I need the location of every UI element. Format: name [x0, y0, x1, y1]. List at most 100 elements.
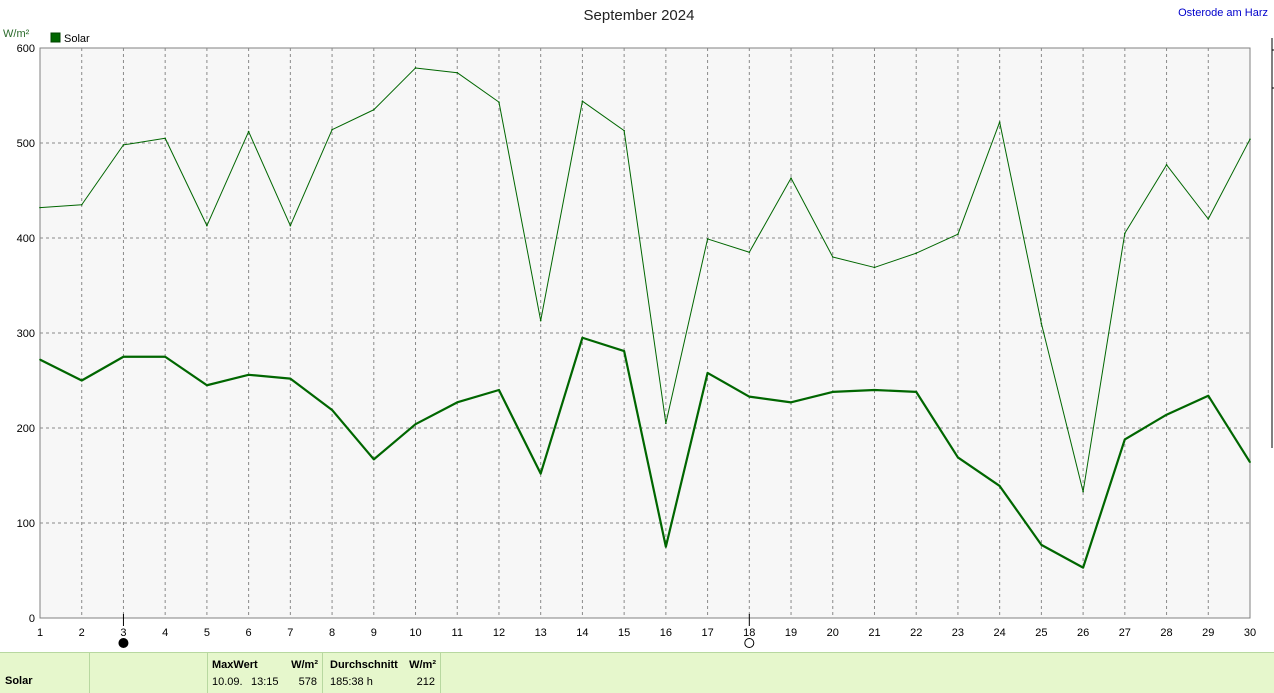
max-date: 10.09.: [212, 676, 243, 688]
max-data-point: [372, 108, 375, 111]
x-tick-label: 29: [1202, 627, 1214, 639]
x-tick-label: 21: [868, 627, 880, 639]
avg-data-point: [289, 377, 292, 380]
x-tick-label: 26: [1077, 627, 1089, 639]
max-data-point: [623, 129, 625, 132]
avg-data-point: [539, 472, 542, 475]
max-data-point: [289, 224, 292, 227]
x-tick-label: 5: [204, 627, 210, 639]
avg-data-point: [1249, 461, 1251, 464]
max-data-point: [1082, 490, 1084, 493]
max-series-line: [39, 67, 1251, 493]
avg-data-point: [39, 358, 41, 361]
avg-data-point: [1040, 544, 1043, 546]
max-data-point: [80, 203, 83, 206]
x-tick-label: 18: [743, 627, 755, 639]
max-data-point: [456, 71, 459, 74]
avg-value: 212: [416, 676, 435, 688]
x-tick-label: 4: [162, 627, 168, 639]
max-time: 13:15: [251, 676, 279, 688]
max-data-point: [1040, 322, 1043, 325]
max-data-point: [1124, 232, 1126, 235]
max-data-point: [206, 224, 208, 227]
y-tick-label: 600: [17, 43, 35, 55]
chart-title: September 2024: [584, 7, 695, 24]
x-tick-label: 17: [701, 627, 713, 639]
avg-data-point: [164, 355, 166, 358]
max-data-point: [331, 128, 333, 131]
max-data-point: [665, 422, 667, 425]
avg-duration: 185:38 h: [330, 676, 373, 688]
max-data-point: [998, 121, 1001, 123]
x-tick-label: 25: [1035, 627, 1047, 639]
max-data-point: [1249, 138, 1251, 140]
y-tick-label: 200: [17, 423, 35, 435]
max-value: 578: [298, 676, 317, 688]
avg-data-point: [498, 389, 500, 391]
series-lines: [39, 67, 1251, 569]
x-tick-label: 3: [120, 627, 126, 639]
max-data-point: [498, 101, 500, 103]
x-tick-label: 7: [287, 627, 293, 639]
x-tick-label: 1: [37, 627, 43, 639]
x-tick-label: 20: [827, 627, 839, 639]
avg-data-point: [706, 372, 709, 374]
legend-swatch: [50, 32, 61, 43]
grid: [40, 48, 1250, 618]
x-tick-label: 9: [371, 627, 377, 639]
x-tick-label: 6: [246, 627, 252, 639]
avg-data-point: [1082, 566, 1084, 569]
y-tick-label: 400: [17, 233, 35, 245]
avg-data-point: [206, 384, 208, 387]
avg-data-point: [665, 545, 667, 548]
avg-data-point: [414, 423, 417, 426]
summary-row-label: Solar: [5, 675, 33, 687]
max-data-point: [790, 177, 792, 179]
summary-table: Solar MaxWert W/m² 10.09. 13:15 578 Durc…: [0, 652, 1274, 693]
max-data-point: [873, 266, 876, 269]
avg-data-point: [1207, 394, 1210, 397]
x-tick-labels: 1 2 3 4 5 6 7 8 9 10 11 12 13 14 15 16 17 18 19 20 21 22 23 24 2…: [37, 627, 1256, 639]
max-data-point: [915, 252, 918, 254]
max-data-point: [247, 130, 250, 133]
avg-data-point: [831, 391, 834, 393]
avg-header: Durchschnitt: [330, 659, 398, 671]
max-data-point: [164, 137, 166, 140]
moon-markers: [118, 614, 755, 648]
avg-data-point: [915, 391, 918, 393]
legend-label: Solar: [64, 33, 90, 45]
x-tick-label: 27: [1119, 627, 1131, 639]
max-data-point: [1207, 218, 1210, 220]
avg-data-point: [790, 401, 792, 404]
max-data-point: [581, 100, 584, 102]
summary-max-cell: MaxWert W/m² 10.09. 13:15 578: [208, 653, 323, 693]
x-tick-label: 24: [994, 627, 1006, 639]
max-data-point: [957, 233, 959, 235]
avg-data-point: [998, 485, 1001, 487]
x-tick-label: 10: [409, 627, 421, 639]
x-tick-label: 16: [660, 627, 672, 639]
avg-data-point: [331, 409, 333, 411]
x-tick-label: 22: [910, 627, 922, 639]
x-tick-label: 12: [493, 627, 505, 639]
max-data-point: [706, 238, 709, 240]
location-label[interactable]: Osterode am Harz: [1178, 7, 1268, 19]
avg-data-point: [456, 401, 459, 404]
avg-data-point: [1124, 438, 1126, 441]
x-tick-label: 15: [618, 627, 630, 639]
max-data-point: [539, 319, 542, 322]
max-header: MaxWert: [212, 659, 258, 671]
x-tick-label: 23: [952, 627, 964, 639]
y-tick-label: 0: [29, 613, 35, 625]
avg-data-point: [247, 374, 250, 376]
full-moon-icon: [744, 638, 755, 648]
avg-data-point: [748, 395, 751, 398]
max-data-point: [414, 67, 417, 69]
avg-data-point: [80, 379, 83, 382]
max-data-point: [748, 251, 751, 254]
max-unit: W/m²: [291, 659, 318, 671]
summary-spacer-cell: [90, 653, 208, 693]
new-moon-icon: [118, 638, 129, 648]
y-tick-labels: 0 100 200 300 400 500 600: [17, 43, 35, 625]
